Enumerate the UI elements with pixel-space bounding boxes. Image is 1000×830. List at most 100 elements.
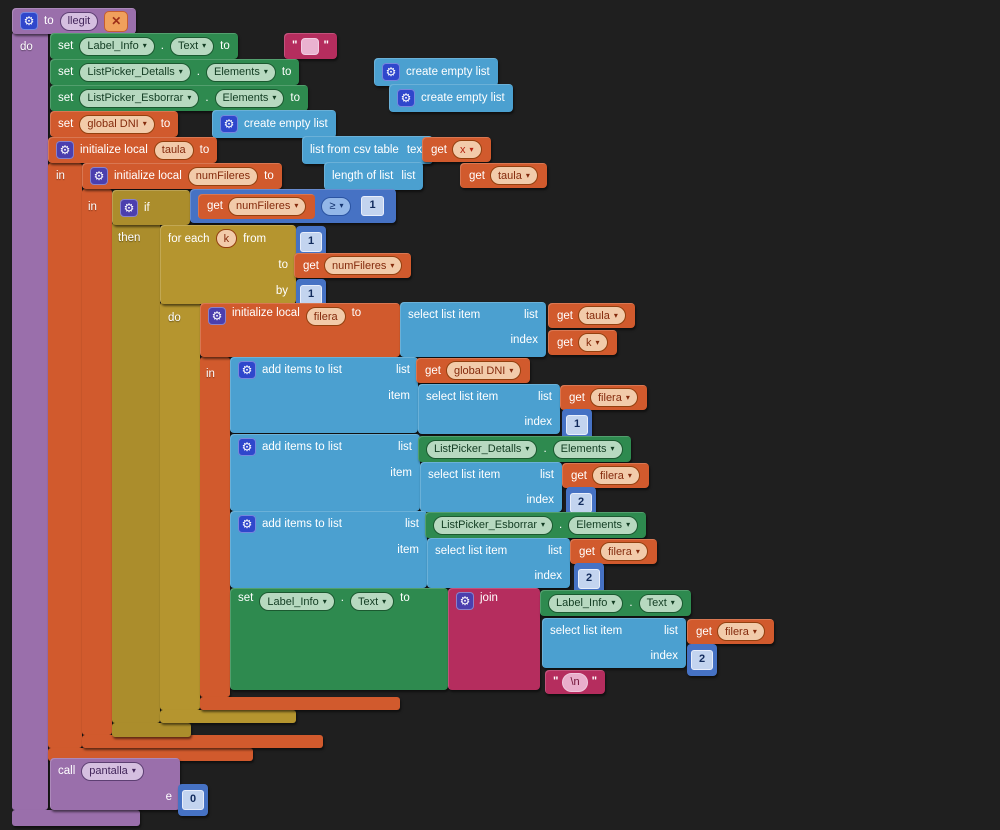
variable-dropdown[interactable]: global DNI ▾	[446, 361, 522, 380]
variable-dropdown[interactable]: taula ▾	[490, 166, 538, 185]
if-block[interactable]: ⚙ if	[112, 190, 190, 225]
mutator-gear-icon[interactable]: ⚙	[397, 89, 415, 107]
set-lpesborrar-elements-block[interactable]: set ListPicker_Esborrar ▾ . Elements ▾ to	[50, 85, 309, 111]
number-block[interactable]: 1	[357, 190, 388, 222]
comparison-block[interactable]: get numFileres ▾ ≥ ▾ 1	[190, 189, 396, 223]
procedure-block-bottom-edge[interactable]	[12, 810, 140, 826]
property-dropdown[interactable]: Text ▾	[349, 592, 395, 611]
init-local-taula-block[interactable]: ⚙ initialize local taula to	[48, 137, 218, 163]
component-dropdown[interactable]: ListPicker_Detalls ▾	[79, 62, 191, 82]
variable-dropdown[interactable]: filera ▾	[590, 388, 638, 407]
set-labelinfo-text-block[interactable]: set Label_Info ▾ . Text ▾ to	[50, 33, 238, 59]
add-items-to-list-block[interactable]: ⚙ add items to list list item	[230, 434, 420, 511]
lpdetalls-elements-getter-block[interactable]: ListPicker_Detalls ▾ . Elements ▾	[418, 436, 631, 462]
add-items-to-list-block[interactable]: ⚙ add items to list list item	[230, 357, 418, 433]
get-global-dni-block[interactable]: get global DNI ▾	[416, 358, 531, 383]
property-dropdown[interactable]: Text ▾	[638, 593, 683, 613]
loop-var-field[interactable]: k	[215, 229, 238, 248]
property-dropdown[interactable]: Elements ▾	[214, 88, 285, 108]
procedure-definition-block[interactable]: ⚙ to llegit ✕	[12, 8, 137, 34]
procedure-dropdown[interactable]: pantalla ▾	[81, 761, 144, 781]
property-dropdown[interactable]: Elements ▾	[568, 515, 639, 535]
component-dropdown[interactable]: ListPicker_Esborrar ▾	[79, 88, 200, 108]
lpesborrar-elements-getter-block[interactable]: ListPicker_Esborrar ▾ . Elements ▾	[425, 512, 647, 538]
list-from-csv-table-block[interactable]: list from csv table text	[302, 136, 434, 164]
foreach-block-spine[interactable]	[160, 302, 200, 710]
component-dropdown[interactable]: Label_Info ▾	[548, 593, 624, 613]
get-x-block[interactable]: get x ▾	[422, 137, 491, 162]
select-list-item-block[interactable]: select list item list index	[400, 302, 546, 357]
call-pantalla-block[interactable]: call pantalla ▾ e	[50, 758, 180, 810]
local-name-field[interactable]: numFileres	[187, 166, 259, 186]
create-empty-list-block[interactable]: ⚙ create empty list	[374, 58, 498, 86]
variable-dropdown[interactable]: filera ▾	[592, 466, 640, 485]
labelinfo-text-getter-block[interactable]: Label_Info ▾ . Text ▾	[540, 590, 691, 616]
init-local-numfileres-spine[interactable]	[82, 189, 112, 735]
set-global-dni-block[interactable]: set global DNI ▾ to	[50, 111, 179, 137]
newline-string-block[interactable]: " \n "	[545, 670, 606, 694]
init-local-filera-block[interactable]: ⚙ initialize local filera to	[200, 303, 400, 357]
mutator-gear-icon[interactable]: ⚙	[456, 592, 474, 610]
mutator-gear-icon[interactable]: ⚙	[120, 198, 138, 217]
add-items-to-list-block[interactable]: ⚙ add items to list list item	[230, 511, 427, 588]
variable-dropdown[interactable]: numFileres ▾	[228, 196, 307, 216]
mutator-gear-icon[interactable]: ⚙	[382, 63, 400, 81]
init-local-numfileres-block[interactable]: ⚙ initialize local numFileres to	[82, 163, 282, 189]
number-block[interactable]: 1	[562, 409, 593, 441]
get-k-block[interactable]: get k ▾	[548, 330, 617, 355]
init-local-numfileres-bottom-edge[interactable]	[82, 735, 323, 748]
init-local-filera-spine[interactable]	[200, 357, 230, 697]
procedure-name-field[interactable]: llegit	[59, 11, 99, 31]
get-taula-block[interactable]: get taula ▾	[460, 163, 547, 188]
length-of-list-block[interactable]: length of list list	[324, 162, 424, 190]
string-text-field[interactable]	[301, 37, 320, 55]
empty-string-block[interactable]: " "	[284, 33, 337, 59]
property-dropdown[interactable]: Elements ▾	[205, 62, 276, 82]
variable-dropdown[interactable]: numFileres ▾	[324, 256, 403, 275]
if-block-bottom-edge[interactable]	[112, 723, 191, 737]
select-list-item-block[interactable]: select list item list index	[427, 538, 570, 588]
number-field[interactable]: 1	[300, 285, 323, 305]
number-field[interactable]: 0	[182, 790, 205, 810]
get-taula-block[interactable]: get taula ▾	[548, 303, 635, 328]
component-dropdown[interactable]: Label_Info ▾	[79, 36, 155, 56]
mutator-gear-icon[interactable]: ⚙	[238, 438, 256, 456]
join-block[interactable]: ⚙ join	[448, 588, 540, 690]
mutator-gear-icon[interactable]: ⚙	[20, 12, 38, 30]
mutator-gear-icon[interactable]: ⚙	[238, 361, 256, 379]
foreach-block-bottom-edge[interactable]	[160, 710, 296, 723]
number-field[interactable]: 1	[566, 415, 589, 435]
variable-dropdown[interactable]: taula ▾	[578, 306, 626, 325]
component-dropdown[interactable]: ListPicker_Esborrar ▾	[433, 515, 553, 535]
number-field[interactable]: 1	[300, 232, 323, 252]
mutator-gear-icon[interactable]: ⚙	[90, 167, 108, 185]
set-labelinfo-text-block[interactable]: set Label_Info ▾ . Text ▾ to	[230, 588, 448, 690]
select-list-item-block[interactable]: select list item list index	[418, 384, 560, 434]
init-local-taula-bottom-edge[interactable]	[48, 748, 253, 761]
select-list-item-block[interactable]: select list item list index	[542, 618, 686, 668]
create-empty-list-block[interactable]: ⚙ create empty list	[212, 110, 336, 138]
property-dropdown[interactable]: Elements ▾	[552, 439, 623, 459]
variable-dropdown[interactable]: x ▾	[452, 140, 482, 159]
number-block[interactable]: 2	[574, 563, 605, 595]
init-local-filera-bottom-edge[interactable]	[200, 697, 400, 710]
variable-dropdown[interactable]: filera ▾	[600, 542, 648, 561]
delete-x-icon[interactable]: ✕	[104, 10, 129, 32]
get-filera-block[interactable]: get filera ▾	[687, 619, 774, 644]
variable-dropdown[interactable]: global DNI ▾	[79, 114, 155, 134]
get-filera-block[interactable]: get filera ▾	[570, 539, 657, 564]
foreach-block[interactable]: for each k from to by	[160, 225, 296, 304]
operator-dropdown[interactable]: ≥ ▾	[321, 196, 352, 216]
local-name-field[interactable]: taula	[153, 140, 194, 160]
get-filera-block[interactable]: get filera ▾	[562, 463, 649, 488]
get-numfileres-block[interactable]: get numFileres ▾	[294, 253, 412, 278]
init-local-taula-spine[interactable]	[48, 163, 82, 748]
mutator-gear-icon[interactable]: ⚙	[220, 115, 238, 133]
component-dropdown[interactable]: Label_Info ▾	[259, 592, 335, 611]
get-numfileres-block[interactable]: get numFileres ▾	[198, 193, 316, 219]
number-field[interactable]: 2	[570, 493, 593, 513]
variable-dropdown[interactable]: filera ▾	[717, 622, 765, 641]
string-text-field[interactable]: \n	[562, 672, 588, 692]
if-block-spine[interactable]	[112, 222, 160, 723]
